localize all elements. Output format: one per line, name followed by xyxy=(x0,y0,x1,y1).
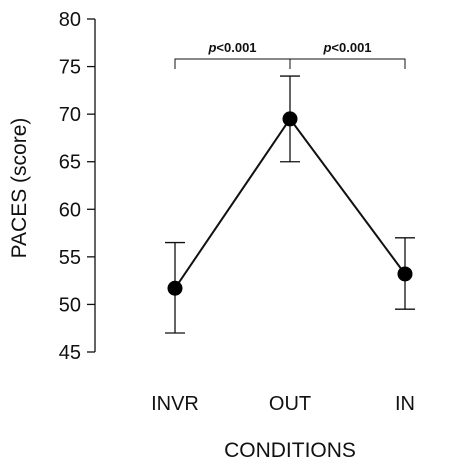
significance-bracket xyxy=(174,58,291,69)
x-axis: INVR OUT IN xyxy=(151,393,415,415)
data-series xyxy=(167,111,413,296)
data-point xyxy=(282,111,298,127)
y-tick-label: 80 xyxy=(59,9,81,31)
x-axis-title: CONDITIONS xyxy=(224,439,356,462)
y-tick-label: 65 xyxy=(59,152,81,174)
significance-brackets: p<0.001 p<0.001 xyxy=(174,40,406,69)
y-tick-label: 45 xyxy=(59,342,81,364)
y-tick-label: 60 xyxy=(59,199,81,221)
y-tick-label: 50 xyxy=(59,294,81,316)
x-tick-label: INVR xyxy=(151,393,199,415)
y-axis-title: PACES (score) xyxy=(8,118,31,259)
x-tick-label: IN xyxy=(395,393,415,415)
x-tick-label: OUT xyxy=(269,393,311,415)
y-axis: 45 50 55 60 65 70 75 80 xyxy=(59,9,96,364)
significance-label: p<0.001 xyxy=(207,40,256,55)
y-tick-label: 70 xyxy=(59,104,81,126)
y-tick-label: 75 xyxy=(59,57,81,79)
significance-bracket xyxy=(289,58,406,69)
data-point xyxy=(397,266,413,282)
significance-label: p<0.001 xyxy=(322,40,371,55)
y-tick-label: 55 xyxy=(59,247,81,269)
data-point xyxy=(167,280,183,296)
